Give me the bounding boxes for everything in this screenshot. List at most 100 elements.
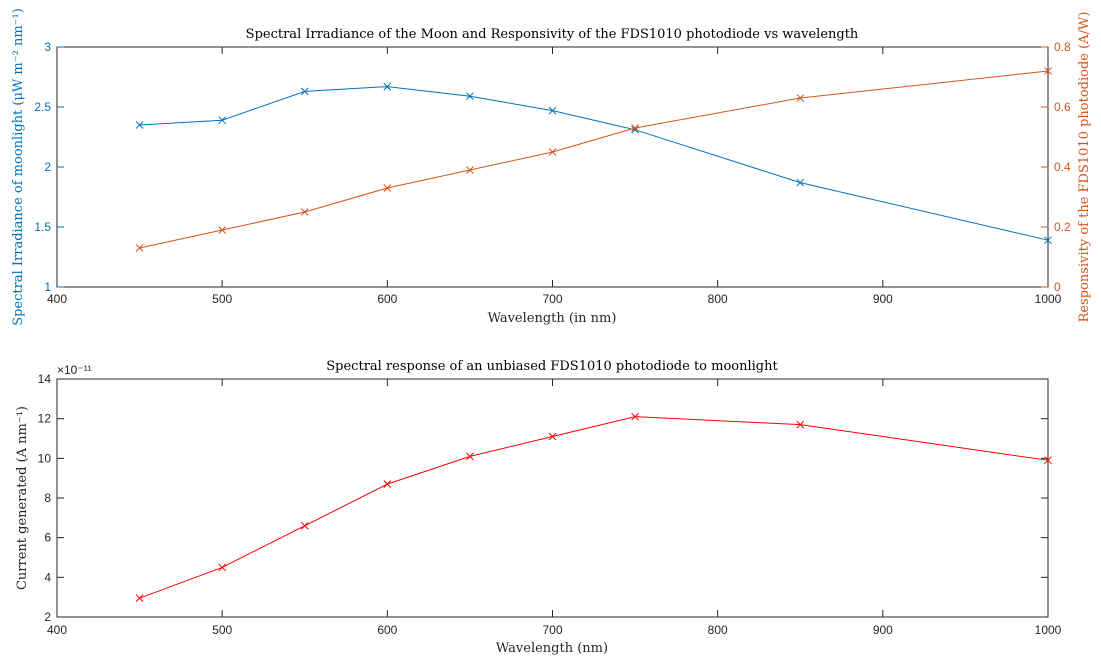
series-current-marker-stroke [300, 521, 309, 530]
chart-2-y-ticks: 2 4 6 8 10 12 14 [38, 372, 1048, 624]
chart-1-xlabel: Wavelength (in nm) [488, 311, 617, 326]
chart-1-y-tick-left-label: 3 [44, 40, 51, 54]
series-responsivity-marker-stroke [548, 148, 557, 156]
series-current-marker-stroke [548, 432, 557, 441]
chart-2-x-tick-label: 800 [708, 623, 728, 637]
series-current-marker-stroke [135, 594, 144, 603]
series-responsivity-marker-stroke [796, 94, 805, 102]
series-responsivity-marker-stroke [466, 166, 474, 174]
series-irradiance-marker-stroke [796, 178, 805, 187]
chart-2-y-tick-label: 6 [44, 531, 51, 545]
series-current-point [796, 420, 805, 429]
series-current-point [218, 563, 227, 572]
series-responsivity-point [631, 124, 639, 132]
series-current-point [631, 412, 639, 421]
series-irradiance-marker-stroke [135, 121, 144, 129]
chart-1-y-tick-right-label: 0.8 [1054, 40, 1071, 54]
series-responsivity-marker-stroke [300, 208, 309, 216]
series-current-point [1044, 456, 1052, 465]
chart-2-x-tick-label: 600 [377, 623, 397, 637]
chart-2-y-tick-label: 14 [38, 372, 52, 386]
chart-1-ylabel-left: Spectral Irradiance of moonlight (μW m⁻²… [11, 8, 26, 326]
series-current-point [548, 432, 557, 441]
chart-1-y-tick-left-label: 1.5 [34, 220, 51, 234]
series-irradiance-marker-stroke [548, 106, 557, 115]
plot-area-1 [56, 46, 1049, 288]
series-responsivity-marker-stroke [383, 184, 392, 192]
series-current-point [383, 480, 392, 488]
chart-2-y-tick-label: 4 [44, 570, 51, 584]
chart-1-x-tick-label: 400 [47, 292, 67, 306]
series-irradiance-point [796, 178, 805, 187]
chart-1-x-tick-label: 800 [708, 292, 728, 306]
series-current-point [466, 452, 474, 461]
chart-2-xlabel: Wavelength (nm) [496, 641, 608, 656]
series-responsivity-marker-stroke [218, 226, 227, 234]
chart-1-x-tick-label: 500 [212, 292, 232, 306]
chart-2-x-tick-label: 900 [873, 623, 893, 637]
series-responsivity-point [300, 208, 309, 216]
chart-2-x-tick-label: 400 [47, 623, 67, 637]
series-irradiance-point [135, 121, 144, 129]
plot-area-2 [56, 378, 1049, 618]
series-responsivity-point [383, 184, 392, 192]
series-responsivity-marker-stroke [135, 244, 144, 252]
chart-2-ylabel: Current generated (A nm⁻¹) [15, 406, 30, 590]
series-current-point [300, 521, 309, 530]
series-irradiance-point [300, 87, 309, 96]
chart-1-y-ticks-right: 0 0.2 0.4 0.6 0.8 [1041, 40, 1071, 294]
series-irradiance-point [218, 116, 227, 125]
chart-2-series [135, 412, 1052, 603]
chart-2-x-ticks: 400 500 600 700 800 900 1000 [47, 379, 1062, 637]
chart-1-y-tick-right-label: 0.6 [1054, 100, 1071, 114]
series-responsivity-point [548, 148, 557, 156]
chart-1-y-tick-right-label: 0 [1054, 280, 1061, 294]
chart-2-title: Spectral response of an unbiased FDS1010… [326, 359, 778, 374]
chart-1-ylabel-right: Responsivity of the FDS1010 photodiode (… [1077, 12, 1092, 323]
chart-1-x-ticks: 400 500 600 700 800 900 1000 [47, 47, 1062, 306]
series-irradiance-marker-stroke [466, 92, 474, 101]
series-current-point [135, 594, 144, 603]
series-irradiance-point [383, 82, 392, 91]
chart-1-y-ticks-left: 1 1.5 2 2.5 3 [34, 40, 64, 294]
series-responsivity-point [796, 94, 805, 102]
chart-1-x-tick-label: 1000 [1035, 292, 1062, 306]
chart-2-x-tick-label: 700 [542, 623, 562, 637]
series-responsivity-point [218, 226, 227, 234]
series-irradiance-point [1044, 236, 1052, 245]
series-responsivity-point [1044, 67, 1052, 75]
series-irradiance-marker-stroke [383, 82, 392, 91]
series-current-marker-stroke [218, 563, 227, 572]
chart-1-y-tick-left-label: 2.5 [34, 100, 51, 114]
chart-2-y-tick-label: 10 [38, 451, 52, 465]
chart-1-y-tick-left-label: 2 [44, 160, 51, 174]
chart-1-series [135, 67, 1052, 252]
chart-2-y-multiplier: ×10⁻¹¹ [57, 363, 92, 377]
series-responsivity-marker-stroke [1044, 67, 1052, 75]
chart-1-x-tick-label: 700 [542, 292, 562, 306]
chart-1-x-tick-label: 900 [873, 292, 893, 306]
chart-2-y-tick-label: 2 [44, 610, 51, 624]
series-current-marker-stroke [1044, 456, 1052, 465]
chart-2-y-tick-label: 8 [44, 491, 51, 505]
series-responsivity-point [135, 244, 144, 252]
chart-2-x-tick-label: 1000 [1035, 623, 1062, 637]
chart-spectral-response: Spectral response of an unbiased FDS1010… [15, 359, 1062, 656]
chart-2-x-tick-label: 500 [212, 623, 232, 637]
series-current-marker-stroke [466, 452, 474, 461]
chart-2-y-tick-label: 12 [38, 412, 52, 426]
chart-1-y-tick-right-label: 0.4 [1054, 160, 1071, 174]
series-responsivity-point [466, 166, 474, 174]
series-irradiance-point [548, 106, 557, 115]
chart-1-y-tick-right-label: 0.2 [1054, 220, 1071, 234]
series-current-marker-stroke [796, 420, 805, 429]
chart-1-x-tick-label: 600 [377, 292, 397, 306]
series-irradiance-point [466, 92, 474, 101]
chart-1-y-tick-left-label: 1 [44, 280, 51, 294]
series-irradiance-marker-stroke [218, 116, 227, 125]
chart-1-title: Spectral Irradiance of the Moon and Resp… [246, 27, 859, 42]
series-current-marker-stroke [631, 412, 639, 421]
series-responsivity-marker-stroke [631, 124, 639, 132]
chart-irradiance-responsivity: Spectral Irradiance of the Moon and Resp… [11, 8, 1092, 326]
